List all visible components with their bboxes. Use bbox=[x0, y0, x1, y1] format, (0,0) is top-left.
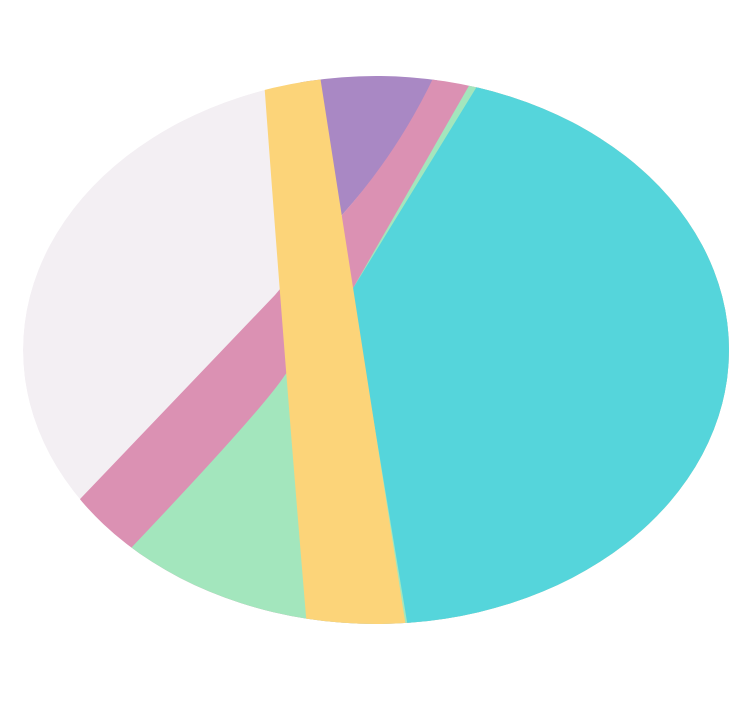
yellow-band bbox=[262, 76, 408, 624]
